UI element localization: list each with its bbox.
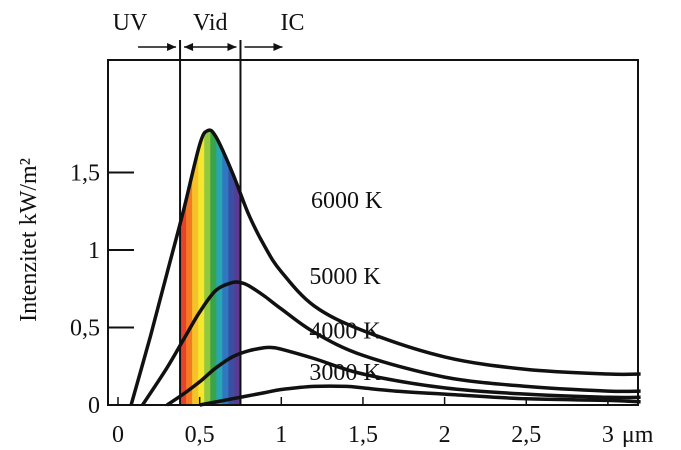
- curves: [129, 128, 641, 407]
- y-tick-label: 0,5: [70, 316, 100, 342]
- x-tick-label: 3: [602, 422, 614, 448]
- spectrum-stripe: [228, 130, 235, 405]
- x-tick-label: 1: [275, 422, 287, 448]
- x-tick-label: 0,5: [185, 422, 215, 448]
- spectrum-stripe: [198, 130, 205, 405]
- x-tick-label: 2,5: [511, 422, 541, 448]
- uv-arrow-head: [167, 43, 177, 51]
- spectrum-stripe: [216, 130, 223, 405]
- spectrum-stripe: [186, 130, 193, 405]
- spectrum-stripe: [204, 130, 211, 405]
- series-label: 3000 K: [309, 360, 381, 386]
- vid-arrow-head-left: [184, 43, 194, 51]
- y-tick-label: 1,5: [70, 161, 100, 187]
- axes: 0 0,5 1 1,5 2 2,5 3 μm 0 0,5 1 1,5: [70, 161, 654, 449]
- spectrum-stripe: [234, 130, 241, 405]
- series-label: 4000 K: [309, 318, 381, 344]
- y-tick-label: 1: [88, 238, 100, 264]
- x-unit-label: μm: [622, 422, 654, 448]
- x-tick-label: 0: [112, 422, 124, 448]
- x-tick-label: 2: [439, 422, 451, 448]
- curve-4000-k: [166, 345, 641, 407]
- region-markers: UV Vid IC: [113, 10, 304, 405]
- curve-5000-k: [141, 280, 641, 406]
- spectrum-stripe: [222, 130, 229, 405]
- region-label-uv: UV: [113, 10, 148, 36]
- series-labels: 6000 K 5000 K 4000 K 3000 K: [309, 188, 383, 386]
- curve-3000-k: [199, 384, 641, 407]
- vid-arrow-head-right: [227, 43, 237, 51]
- x-tick-label: 1,5: [348, 422, 378, 448]
- curve-6000-k: [129, 128, 641, 406]
- ic-arrow-head: [273, 43, 283, 51]
- spectrum-stripe: [192, 130, 199, 405]
- visible-spectrum-band: [180, 130, 241, 405]
- spectrum-stripe: [210, 130, 217, 405]
- region-label-vid: Vid: [193, 10, 228, 36]
- spectrum-stripe: [180, 130, 187, 405]
- y-axis-label: Intenzitet kW/m²: [16, 158, 42, 322]
- region-label-ic: IC: [280, 10, 304, 36]
- plot-frame: [107, 59, 639, 406]
- series-label: 5000 K: [309, 264, 381, 290]
- y-tick-label: 0: [88, 393, 100, 419]
- series-label: 6000 K: [311, 188, 383, 214]
